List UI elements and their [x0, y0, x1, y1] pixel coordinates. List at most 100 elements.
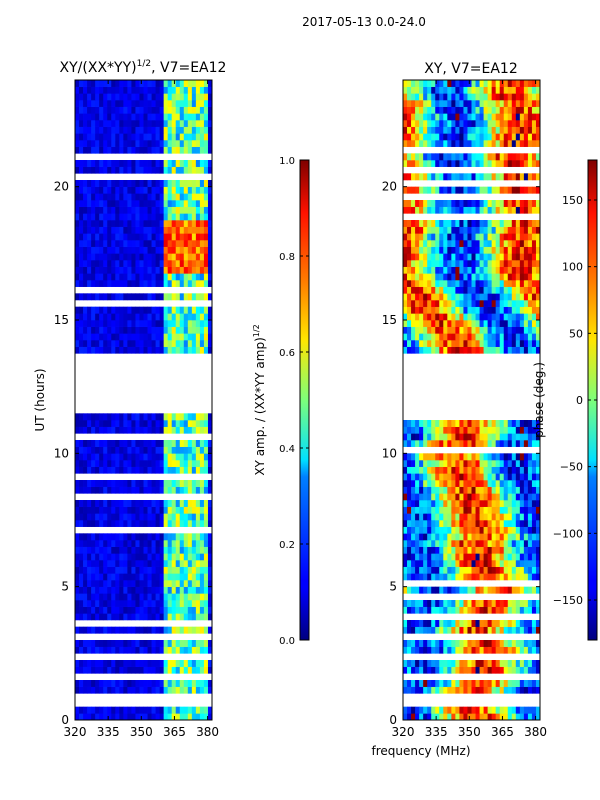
heatmap-cell	[531, 680, 537, 687]
heatmap-cell	[163, 446, 169, 454]
heatmap-cell	[447, 440, 452, 447]
heatmap-cell	[87, 413, 92, 421]
heatmap-cell	[427, 93, 432, 101]
heatmap-cell	[91, 280, 96, 287]
heatmap-cell	[407, 306, 412, 314]
heatmap-cell	[427, 240, 432, 247]
heatmap-cell	[467, 220, 472, 227]
heatmap-cell	[475, 560, 480, 567]
heatmap-cell	[127, 200, 132, 207]
heatmap-cell	[431, 286, 436, 294]
heatmap-cell	[479, 133, 484, 141]
heatmap-cell	[451, 273, 456, 281]
heatmap-cell	[203, 666, 209, 674]
heatmap-cell	[447, 466, 452, 474]
heatmap-cell	[83, 426, 88, 434]
heatmap-cell	[407, 433, 412, 441]
heatmap-cell	[439, 660, 444, 667]
heatmap-cell	[203, 706, 209, 714]
heatmap-cell	[491, 553, 497, 561]
heatmap-cell	[131, 513, 136, 521]
heatmap-cell	[435, 300, 440, 307]
heatmap-cell	[451, 526, 456, 534]
heatmap-cell	[455, 93, 460, 101]
heatmap-cell	[91, 533, 96, 541]
heatmap-cell	[443, 493, 448, 501]
heatmap-cell	[419, 666, 424, 674]
heatmap-cell	[519, 320, 525, 327]
heatmap-cell	[119, 480, 124, 487]
heatmap-cell	[403, 160, 408, 167]
heatmap-cell	[503, 620, 509, 627]
heatmap-cell	[511, 273, 517, 281]
heatmap-cell	[427, 153, 432, 161]
heatmap-cell	[511, 266, 517, 274]
heatmap-cell	[131, 333, 136, 341]
heatmap-cell	[203, 120, 209, 127]
heatmap-cell	[171, 486, 177, 494]
heatmap-cell	[467, 246, 472, 254]
heatmap-cell	[199, 593, 205, 601]
heatmap-cell	[171, 640, 177, 647]
heatmap-cell	[187, 93, 193, 101]
heatmap-cell	[471, 520, 476, 527]
heatmap-cell	[459, 553, 464, 561]
heatmap-cell	[79, 486, 84, 494]
heatmap-cell	[487, 220, 493, 227]
heatmap-cell	[135, 273, 140, 281]
heatmap-cell	[99, 586, 104, 594]
heatmap-cell	[455, 566, 460, 574]
heatmap-cell	[191, 480, 197, 487]
heatmap-cell	[535, 140, 540, 147]
heatmap-cell	[175, 220, 181, 227]
heatmap-cell	[179, 460, 185, 467]
heatmap-cell	[427, 566, 432, 574]
heatmap-cell	[431, 86, 436, 94]
heatmap-cell	[475, 680, 480, 687]
heatmap-cell	[207, 166, 212, 174]
heatmap-cell	[131, 440, 136, 447]
heatmap-cell	[511, 493, 517, 501]
heatmap-cell	[483, 640, 489, 647]
heatmap-cell	[147, 566, 152, 574]
heatmap-cell	[175, 506, 181, 514]
heatmap-cell	[523, 466, 529, 474]
heatmap-cell	[443, 486, 448, 494]
heatmap-cell	[119, 133, 124, 141]
heatmap-cell	[83, 680, 88, 687]
heatmap-cell	[79, 180, 84, 187]
heatmap-cell	[419, 240, 424, 247]
heatmap-cell	[483, 153, 489, 161]
heatmap-cell	[183, 186, 189, 194]
heatmap-cell	[199, 660, 205, 667]
heatmap-cell	[403, 440, 408, 447]
heatmap-cell	[167, 320, 173, 327]
heatmap-cell	[203, 333, 209, 341]
heatmap-cell	[187, 226, 193, 234]
heatmap-cell	[175, 233, 181, 241]
heatmap-cell	[439, 520, 444, 527]
heatmap-cell	[111, 100, 116, 107]
heatmap-cell	[467, 433, 472, 441]
heatmap-cell	[139, 566, 144, 574]
heatmap-cell	[87, 573, 92, 581]
heatmap-cell	[135, 413, 140, 421]
heatmap-cell	[523, 200, 529, 207]
heatmap-cell	[179, 580, 185, 587]
heatmap-cell	[123, 146, 128, 154]
heatmap-cell	[423, 320, 428, 327]
heatmap-cell	[103, 646, 108, 654]
heatmap-cell	[155, 553, 161, 561]
heatmap-cell	[151, 140, 156, 147]
heatmap-cell	[75, 453, 80, 461]
heatmap-cell	[123, 273, 128, 281]
heatmap-cell	[455, 100, 460, 107]
heatmap-cell	[435, 120, 440, 127]
heatmap-cell	[75, 106, 80, 114]
heatmap-cell	[487, 560, 493, 567]
heatmap-cell	[95, 520, 100, 527]
heatmap-cell	[431, 273, 436, 281]
heatmap-cell	[103, 333, 108, 341]
heatmap-cell	[99, 326, 104, 334]
heatmap-cell	[171, 340, 177, 347]
